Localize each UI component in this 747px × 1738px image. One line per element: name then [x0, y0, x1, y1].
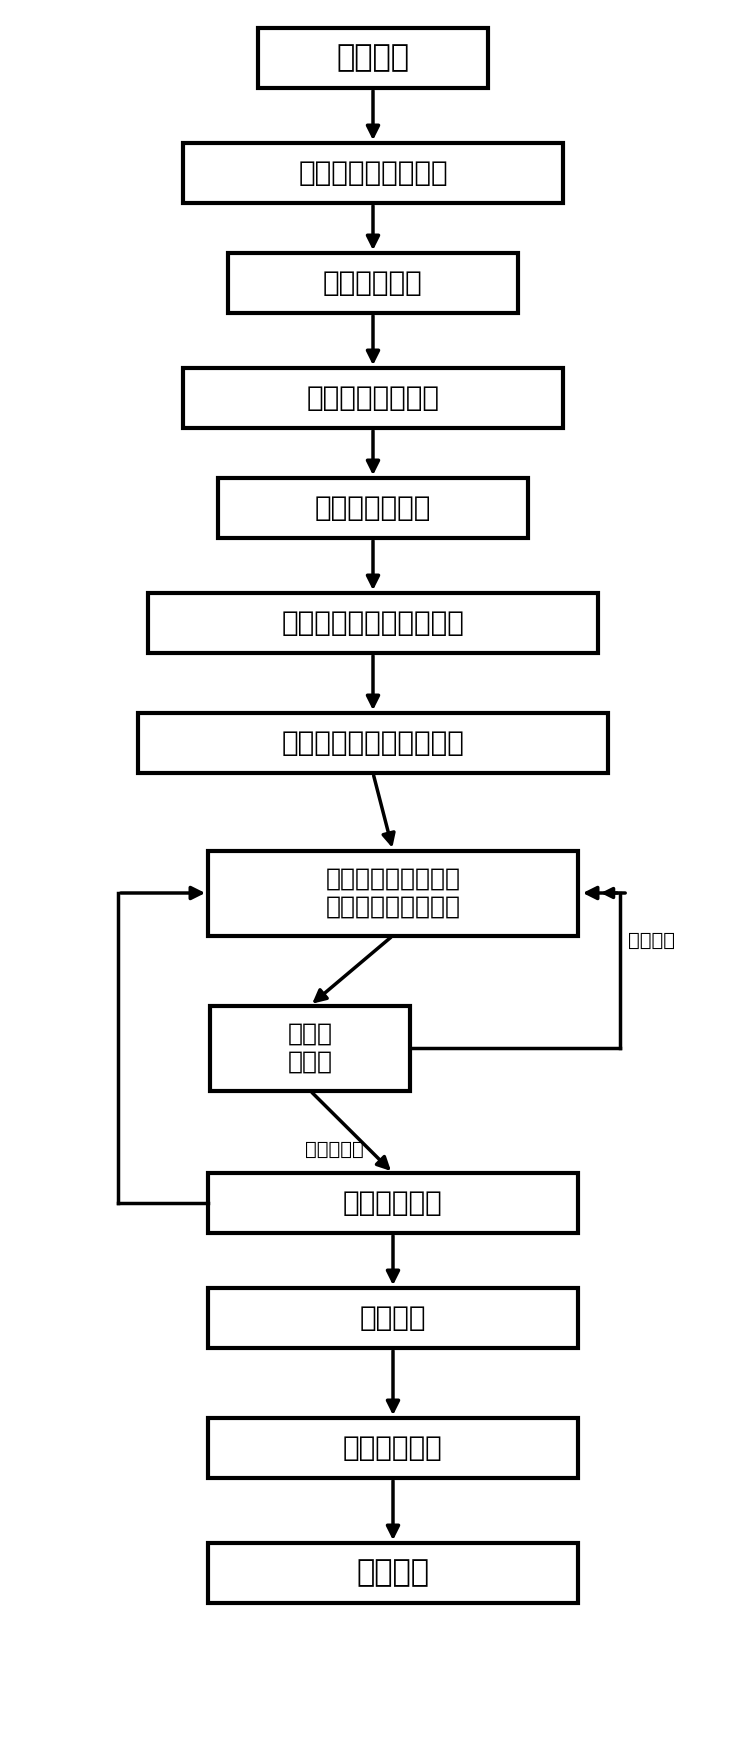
Bar: [218, 478, 528, 539]
Text: 按线段对铝模板进行分析: 按线段对铝模板进行分析: [282, 728, 465, 758]
Text: 孔位不正确: 孔位不正确: [305, 1140, 364, 1159]
Bar: [208, 1418, 578, 1477]
Bar: [183, 368, 563, 428]
Bar: [210, 1006, 410, 1090]
Bar: [258, 28, 488, 89]
Bar: [148, 593, 598, 653]
Text: 孔位正确: 孔位正确: [628, 932, 675, 951]
Text: 加载打孔规则: 加载打孔规则: [323, 269, 423, 297]
Bar: [208, 1288, 578, 1349]
Bar: [138, 713, 608, 773]
Text: 完成孔位生成: 完成孔位生成: [343, 1434, 443, 1462]
Bar: [228, 254, 518, 313]
Bar: [208, 1173, 578, 1232]
Text: 系统启动: 系统启动: [336, 43, 409, 73]
Text: 准备所有铝模板数据: 准备所有铝模板数据: [298, 158, 447, 188]
Text: 系统结束: 系统结束: [356, 1559, 430, 1587]
Text: 生成楼层三维模型: 生成楼层三维模型: [306, 384, 439, 412]
Text: 循环所有模板基于线
段检查铝模板的孔位: 循环所有模板基于线 段检查铝模板的孔位: [326, 867, 460, 919]
Text: 对结构进行分类: 对结构进行分类: [314, 494, 431, 521]
Text: 循环结束: 循环结束: [360, 1304, 427, 1331]
Text: 计算结构之间的连接线段: 计算结构之间的连接线段: [282, 608, 465, 638]
Bar: [208, 850, 578, 935]
Bar: [183, 143, 563, 203]
Text: 修改模板孔位: 修改模板孔位: [343, 1189, 443, 1217]
Text: 孔位是
否正确: 孔位是 否正确: [288, 1022, 332, 1074]
Bar: [208, 1543, 578, 1602]
